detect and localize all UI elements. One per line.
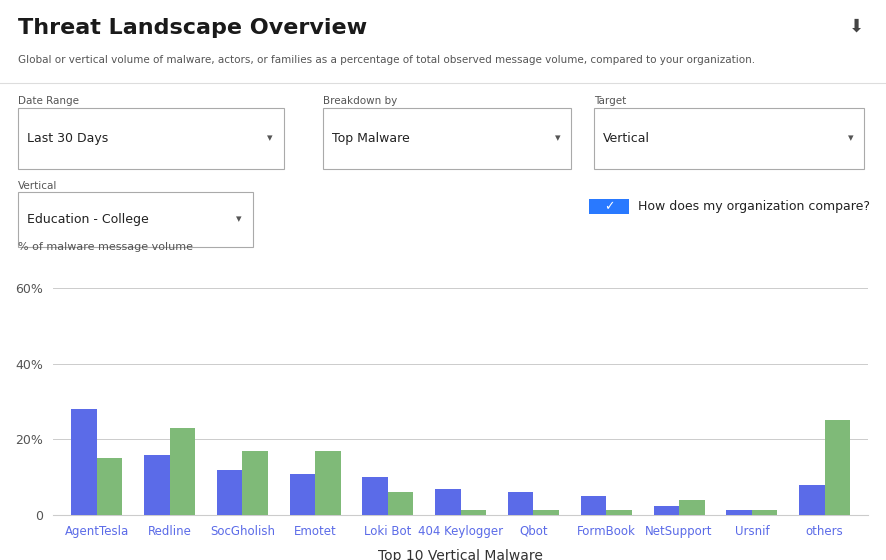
Bar — [72, 409, 97, 515]
Bar — [461, 510, 486, 515]
Bar — [169, 428, 195, 515]
Text: ▾: ▾ — [848, 134, 853, 143]
Bar — [825, 421, 850, 515]
Bar — [144, 455, 169, 515]
Bar — [97, 458, 122, 515]
Bar — [752, 510, 777, 515]
Bar — [243, 451, 268, 515]
Text: Target: Target — [594, 96, 626, 106]
Bar — [581, 496, 606, 515]
Bar — [435, 489, 461, 515]
Text: Global or vertical volume of malware, actors, or families as a percentage of tot: Global or vertical volume of malware, ac… — [18, 55, 755, 66]
Text: How does my organization compare?: How does my organization compare? — [638, 200, 870, 213]
X-axis label: Top 10 Vertical Malware: Top 10 Vertical Malware — [378, 549, 543, 560]
Text: ✓: ✓ — [604, 200, 614, 213]
Bar — [388, 492, 414, 515]
Text: Vertical: Vertical — [602, 132, 649, 145]
Text: Education - College: Education - College — [27, 213, 148, 226]
Bar — [315, 451, 340, 515]
Bar — [533, 510, 559, 515]
Text: ▾: ▾ — [237, 214, 242, 224]
Bar — [290, 474, 315, 515]
Text: Threat Landscape Overview: Threat Landscape Overview — [18, 17, 367, 38]
Text: Vertical: Vertical — [18, 181, 57, 192]
FancyBboxPatch shape — [323, 109, 571, 169]
Bar — [217, 470, 243, 515]
Bar — [508, 492, 533, 515]
FancyBboxPatch shape — [18, 192, 253, 247]
FancyBboxPatch shape — [589, 199, 629, 214]
Text: ▾: ▾ — [556, 134, 561, 143]
Text: % of malware message volume: % of malware message volume — [18, 242, 193, 252]
Text: Breakdown by: Breakdown by — [323, 96, 398, 106]
Bar — [799, 485, 825, 515]
Text: Date Range: Date Range — [18, 96, 79, 106]
Bar — [654, 506, 679, 515]
Bar — [727, 510, 752, 515]
Text: ⬇: ⬇ — [849, 17, 864, 36]
Text: Top Malware: Top Malware — [332, 132, 410, 145]
Bar — [606, 510, 632, 515]
FancyBboxPatch shape — [594, 109, 864, 169]
FancyBboxPatch shape — [18, 109, 284, 169]
Text: Last 30 Days: Last 30 Days — [27, 132, 108, 145]
Bar — [362, 477, 388, 515]
Text: ▾: ▾ — [268, 134, 273, 143]
Bar — [679, 500, 704, 515]
